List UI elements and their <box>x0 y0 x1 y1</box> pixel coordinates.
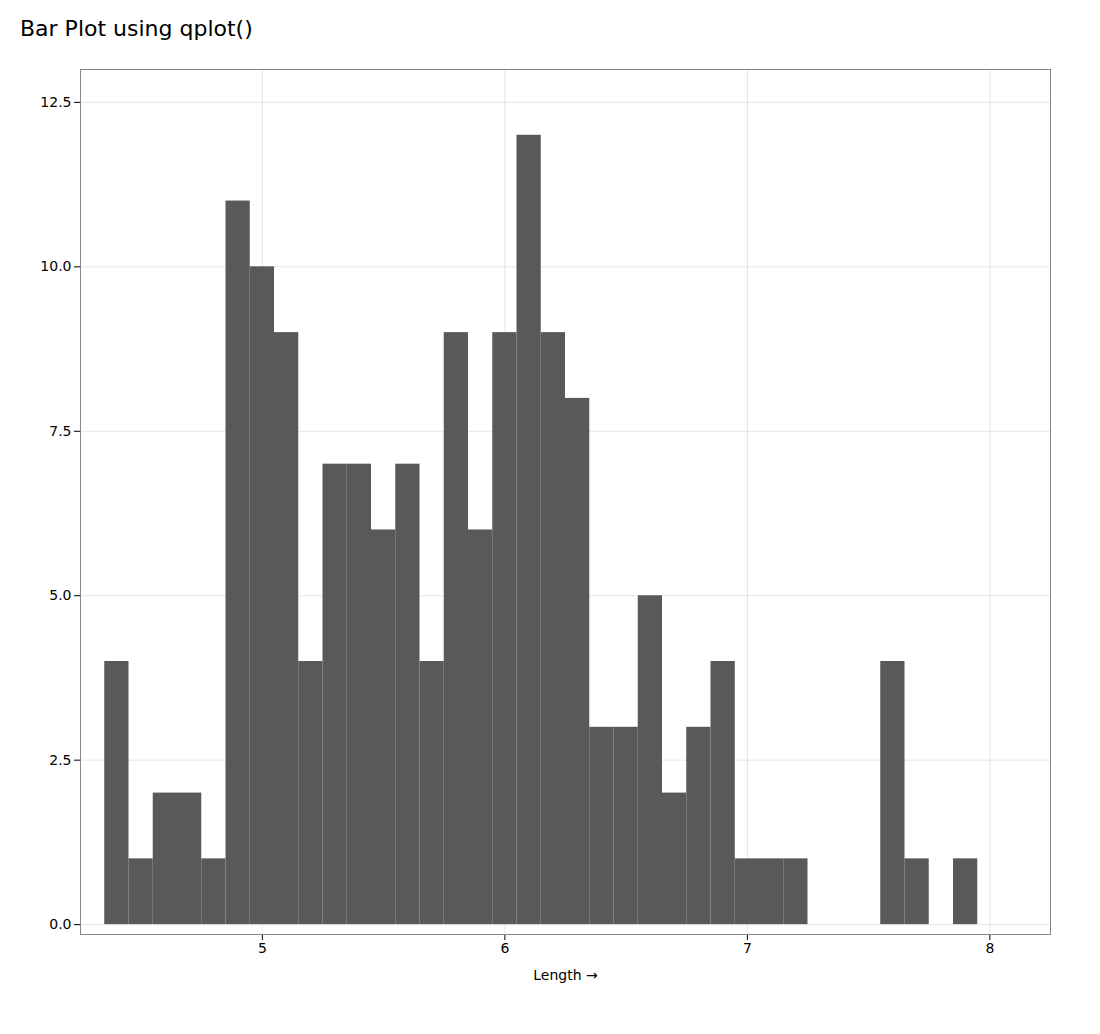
svg-text:Length →: Length → <box>533 967 598 983</box>
svg-text:5: 5 <box>258 940 267 956</box>
svg-text:7.5: 7.5 <box>49 423 71 439</box>
svg-text:6: 6 <box>500 940 509 956</box>
svg-text:5.0: 5.0 <box>49 587 71 603</box>
svg-text:8: 8 <box>985 940 994 956</box>
svg-text:10.0: 10.0 <box>40 258 71 274</box>
html-text:Bar Plot using qplot(): Bar Plot using qplot() <box>20 16 253 41</box>
svg-text:0.0: 0.0 <box>49 916 71 932</box>
svg-text:12.5: 12.5 <box>40 94 71 110</box>
svg-text:7: 7 <box>743 940 752 956</box>
svg-text:2.5: 2.5 <box>49 752 71 768</box>
